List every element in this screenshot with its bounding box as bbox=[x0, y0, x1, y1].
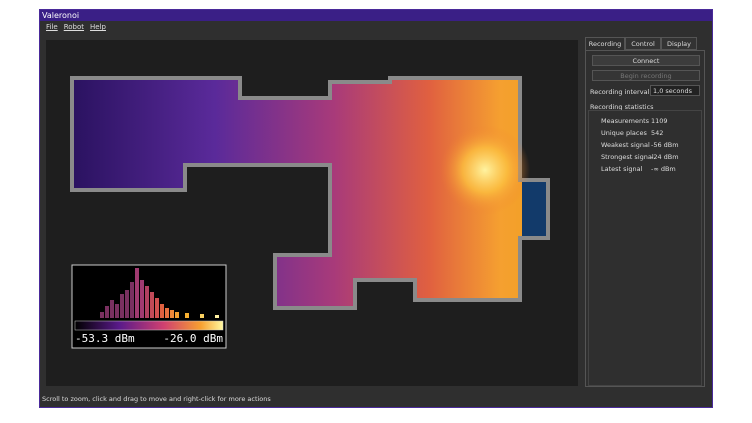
stat-row: Weakest signal -56 dBm bbox=[601, 141, 679, 149]
stat-label: Latest signal bbox=[601, 165, 643, 173]
menu-bar: File Robot Help bbox=[40, 21, 712, 33]
menu-item[interactable]: File bbox=[46, 23, 58, 31]
stat-label: Strongest signal bbox=[601, 153, 654, 161]
stat-row: Measurements 1109 bbox=[601, 117, 668, 125]
stat-label: Measurements bbox=[601, 117, 650, 125]
window: Valeronoi File Robot Help Recording Contro… bbox=[39, 9, 713, 408]
tab[interactable]: Control bbox=[625, 37, 661, 50]
map-canvas[interactable] bbox=[46, 40, 578, 386]
menu-item[interactable]: Help bbox=[90, 23, 106, 31]
stats-group: Measurements 1109 Unique places 542 Weakes… bbox=[588, 110, 702, 386]
tab[interactable]: Recording bbox=[585, 37, 625, 50]
stat-label: Unique places bbox=[601, 129, 647, 137]
stat-value: -56 dBm bbox=[651, 141, 679, 149]
stat-row: Strongest signal -24 dBm bbox=[601, 153, 679, 161]
menu-item[interactable]: Robot bbox=[63, 23, 85, 31]
stat-value: 1109 bbox=[651, 117, 668, 125]
status-bar: Scroll to zoom, click and drag to move a… bbox=[42, 395, 271, 403]
connect-button[interactable]: Connect bbox=[592, 55, 700, 66]
tab-page: Connect Begin recording Recording interv… bbox=[585, 50, 705, 387]
stat-row: Latest signal -∞ dBm bbox=[601, 165, 676, 173]
side-panel: Recording Control Display Connect Begin … bbox=[585, 37, 707, 387]
stats-title: Recording statistics bbox=[590, 103, 654, 111]
stat-value: -24 dBm bbox=[651, 153, 679, 161]
stat-row: Unique places 542 bbox=[601, 129, 663, 137]
begin-button: Begin recording bbox=[592, 70, 700, 81]
stat-value: 542 bbox=[651, 129, 664, 137]
interval-spinbox[interactable]: 1,0 seconds bbox=[650, 85, 700, 96]
window-title: Valeronoi bbox=[42, 11, 80, 20]
tab[interactable]: Display bbox=[661, 37, 697, 50]
title-bar: Valeronoi bbox=[40, 10, 712, 21]
stat-label: Weakest signal bbox=[601, 141, 650, 149]
stat-value: -∞ dBm bbox=[651, 165, 676, 173]
interval-label: Recording interval bbox=[590, 88, 650, 96]
